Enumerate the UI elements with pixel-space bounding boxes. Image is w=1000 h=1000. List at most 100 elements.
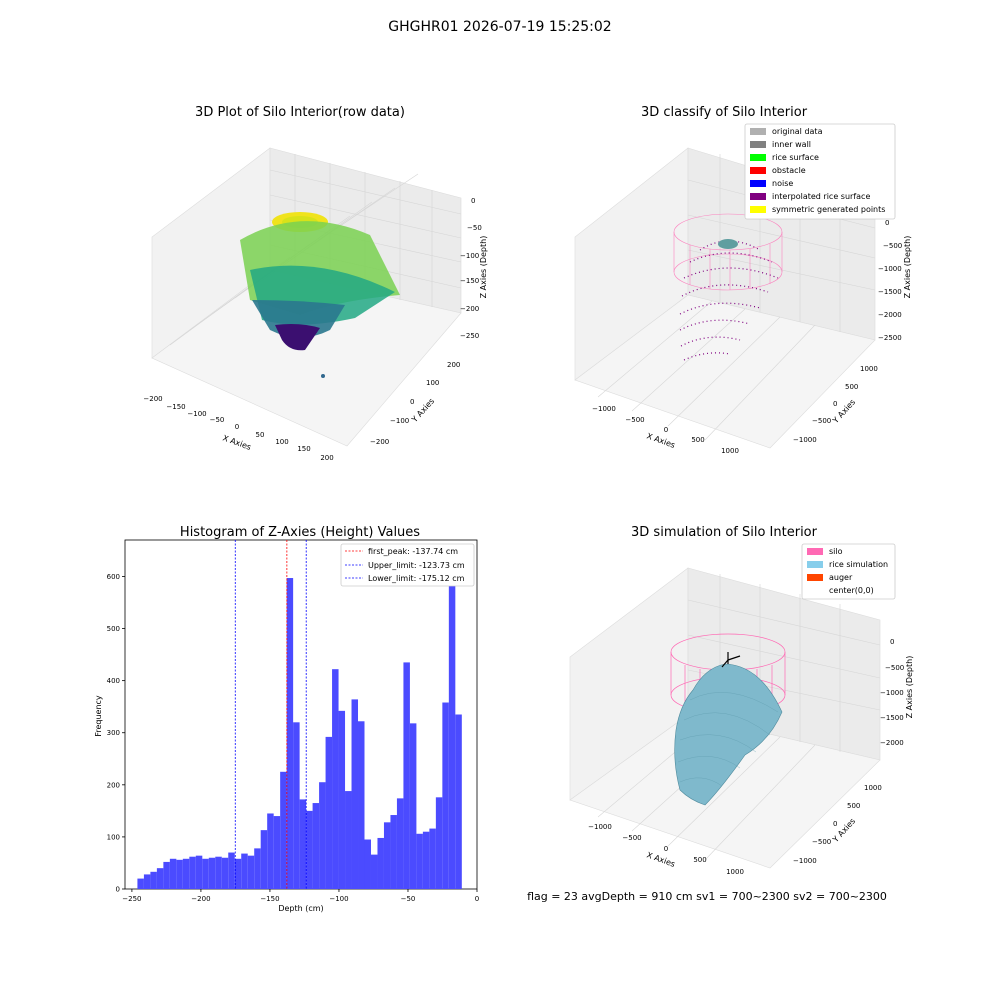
- classify-z-tick: −500: [883, 242, 902, 250]
- legend-label-noise: noise: [772, 179, 793, 188]
- histogram-bar: [422, 831, 430, 889]
- classify-y-tick: −1000: [793, 436, 817, 444]
- simulation-legend: silo rice simulation auger center(0,0): [801, 543, 896, 600]
- histogram-bar: [306, 810, 313, 889]
- histogram-bar: [228, 852, 235, 889]
- legend-swatch-rice-simulation: [807, 561, 823, 568]
- histogram-x-axis-label: Depth (cm): [278, 904, 323, 913]
- raw-z-tick: −200: [460, 305, 479, 313]
- histogram-x-tick-label: −250: [122, 895, 141, 903]
- simulation-x-tick: 0: [664, 845, 668, 853]
- histogram-bar: [247, 855, 255, 889]
- histogram-bar: [241, 853, 248, 889]
- histogram-bar: [396, 798, 404, 889]
- classify-silo-wireframe: [673, 213, 783, 291]
- histogram-y-tick-label: 0: [116, 886, 120, 894]
- legend-label-interpolated-rice-surface: interpolated rice surface: [772, 192, 870, 201]
- legend-swatch-interpolated-rice-surface: [750, 193, 766, 200]
- histogram-bar: [208, 857, 216, 889]
- classify-x-axis-label: X Axies: [645, 431, 676, 450]
- histogram-bar: [234, 858, 242, 889]
- legend-label-symmetric-generated-points: symmetric generated points: [772, 205, 885, 214]
- simulation-y-tick: 500: [847, 802, 860, 810]
- legend-swatch-noise: [750, 180, 766, 187]
- legend-swatch-rice-surface: [750, 154, 766, 161]
- histogram-bar: [319, 782, 326, 889]
- histogram-x-tick-label: −50: [401, 895, 416, 903]
- histogram-bar: [267, 813, 274, 889]
- histogram-bar: [280, 771, 287, 889]
- histogram-bar: [260, 830, 268, 889]
- raw-y-tick: 200: [447, 361, 460, 369]
- simulation-x-tick: 500: [693, 856, 706, 864]
- legend-swatch-obstacle: [750, 167, 766, 174]
- classify-y-tick: 500: [845, 383, 858, 391]
- status-footer: flag = 23 avgDepth = 910 cm sv1 = 700~23…: [527, 890, 887, 903]
- raw-x-tick: 50: [256, 431, 265, 439]
- histogram-bar: [156, 868, 164, 889]
- histogram-bar: [455, 714, 462, 889]
- legend-swatch-symmetric-generated-points: [750, 206, 766, 213]
- classify-z-axis-label: Z Axies (Depth): [903, 236, 912, 299]
- classify-panel-title: 3D classify of Silo Interior: [641, 105, 808, 120]
- histogram-x-tick-label: −200: [191, 895, 210, 903]
- classify-x-ticks: −1000 −500 0 500 1000: [592, 405, 739, 455]
- histogram-bar: [429, 828, 436, 889]
- histogram-bar: [435, 797, 443, 889]
- histogram-bar: [332, 669, 339, 889]
- histogram-bar: [448, 558, 456, 889]
- histogram-bar: [195, 855, 203, 889]
- legend-label-rice-surface: rice surface: [772, 153, 819, 162]
- histogram-bar: [358, 721, 365, 889]
- raw-z-ticks: 0 −50 −100 −150 −200 −250: [460, 197, 482, 340]
- histogram-y-tick-label: 100: [107, 833, 120, 841]
- simulation-x-tick: 1000: [726, 868, 744, 876]
- classify-z-tick: −1500: [878, 288, 902, 296]
- histogram-bar: [215, 856, 222, 889]
- classify-x-tick: −1000: [592, 405, 616, 413]
- histogram-y-tick-label: 600: [107, 573, 120, 581]
- raw-x-tick: 100: [275, 438, 288, 446]
- histogram-y-tick-label: 300: [107, 729, 120, 737]
- simulation-panel: 3D simulation of Silo Interior: [569, 525, 914, 876]
- histogram-y-axis-label: Frequency: [94, 695, 103, 737]
- classify-x-tick: 0: [664, 426, 668, 434]
- simulation-y-tick: 1000: [864, 784, 882, 792]
- raw-scatter-lower-band: [252, 300, 345, 338]
- raw-z-tick: −250: [460, 332, 479, 340]
- classify-x-tick: 1000: [721, 447, 739, 455]
- raw-y-tick: −200: [370, 438, 389, 446]
- histogram-bar: [416, 833, 423, 889]
- classify-y-tick: 0: [833, 400, 837, 408]
- simulation-auger-icon: [721, 652, 741, 668]
- simulation-y-tick: 0: [833, 820, 837, 828]
- legend-label-obstacle: obstacle: [772, 166, 806, 175]
- simulation-z-tick: −1000: [880, 689, 904, 697]
- legend-swatch-inner-wall: [750, 141, 766, 148]
- raw-x-tick: −150: [166, 403, 185, 411]
- histogram-title: Histogram of Z-Axies (Height) Values: [180, 525, 420, 540]
- simulation-z-tick: −2000: [880, 739, 904, 747]
- classify-z-tick: −2000: [878, 311, 902, 319]
- simulation-z-tick: 0: [890, 638, 894, 646]
- raw-scatter-cloud: [240, 212, 400, 378]
- histogram-bar: [351, 699, 359, 889]
- legend-swatch-auger: [807, 574, 823, 581]
- histogram-bar: [377, 837, 384, 889]
- raw-panel-title: 3D Plot of Silo Interior(row data): [195, 105, 405, 120]
- simulation-rice-mesh: [677, 692, 779, 787]
- simulation-panel-title: 3D simulation of Silo Interior: [631, 525, 818, 540]
- histogram-bar: [370, 854, 378, 889]
- histogram-bar: [390, 815, 397, 889]
- raw-z-tick: −100: [460, 252, 479, 260]
- raw-y-tick: 100: [426, 379, 439, 387]
- histogram-bar: [409, 723, 417, 889]
- raw-x-tick: 0: [235, 423, 239, 431]
- classify-rice-surface-patch: [718, 239, 738, 249]
- raw-y-tick: 0: [410, 398, 414, 406]
- simulation-z-tick: −500: [885, 664, 904, 672]
- legend-label-silo: silo: [829, 547, 843, 556]
- histogram-bar: [338, 710, 346, 889]
- raw-x-ticks: −200 −150 −100 −50 0 50 100 150 200: [143, 395, 333, 462]
